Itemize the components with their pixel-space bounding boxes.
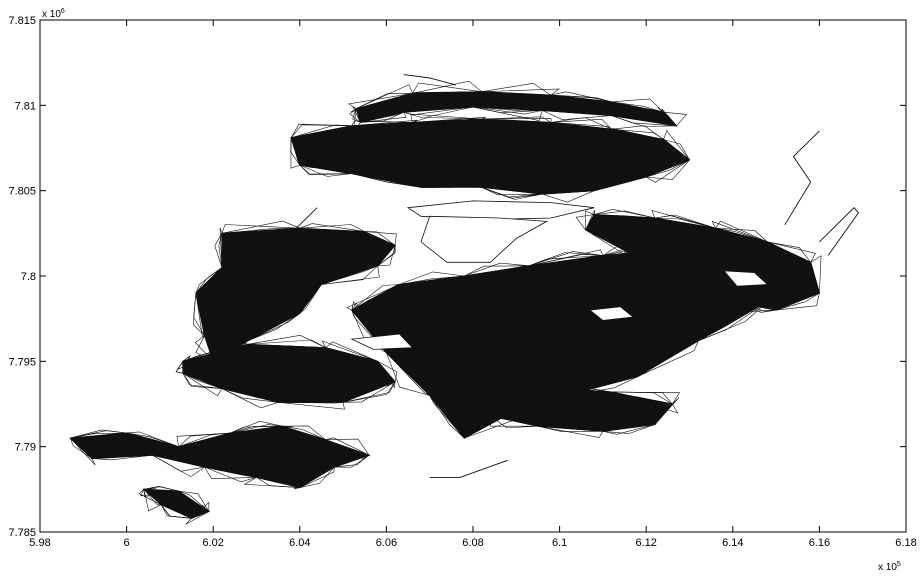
y-multiplier: x 106 (42, 8, 65, 20)
x-tick-label: 6.04 (289, 537, 310, 549)
x-multiplier: x 105 (878, 561, 901, 573)
mesh-edges-south-lobe (462, 380, 681, 438)
segment-far-east-tip (819, 207, 859, 256)
x-tick-label: 6.06 (376, 537, 397, 549)
mesh-edges-west-block (192, 220, 397, 373)
mesh-edges-east-lobe (575, 208, 822, 313)
segment-eastern-spur (784, 130, 820, 226)
x-tick-label: 6.14 (722, 537, 743, 549)
segment-southern-dash (429, 459, 508, 478)
x-tick-label: 6.18 (895, 537, 916, 549)
mesh-edges-southwest-lobe (175, 334, 398, 410)
x-tick-label: 6.16 (809, 537, 830, 549)
mesh-edges-south-islet (138, 485, 210, 525)
y-tick-label: 7.785 (8, 527, 36, 539)
hole-central-hole (420, 215, 548, 263)
mesh-layer (69, 74, 859, 525)
segment-west-spur (290, 207, 318, 234)
x-axis: 5.98 6 6.02 6.04 6.06 6.08 6.1 6.12 6.14 6.16 6.18 (29, 20, 917, 549)
y-tick-label: 7.81 (15, 100, 36, 112)
x-tick-label: 6.08 (462, 537, 483, 549)
mesh-edges-north-band (290, 113, 690, 203)
hole-west-hole (350, 333, 414, 350)
hole-mid-hole (588, 306, 635, 321)
x-tick-label: 6 (124, 537, 130, 549)
x-tick-label: 5.98 (29, 537, 50, 549)
y-tick-label: 7.79 (15, 442, 36, 454)
y-tick-label: 7.815 (8, 15, 36, 27)
x-tick-label: 6.12 (635, 537, 656, 549)
hole-east-hole (723, 270, 769, 287)
x-tick-label: 6.1 (552, 537, 567, 549)
y-tick-label: 7.795 (8, 356, 36, 368)
y-tick-label: 7.8 (21, 271, 36, 283)
y-tick-label: 7.805 (8, 186, 36, 198)
segment-northern-outlier (403, 74, 456, 86)
mesh-edges-southwest-chain (70, 420, 370, 489)
mesh-edges-north-ring (348, 80, 688, 134)
x-tick-label: 6.02 (202, 537, 223, 549)
y-axis: 7.785 7.79 7.795 7.8 7.805 7.81 7.815 (8, 15, 906, 539)
